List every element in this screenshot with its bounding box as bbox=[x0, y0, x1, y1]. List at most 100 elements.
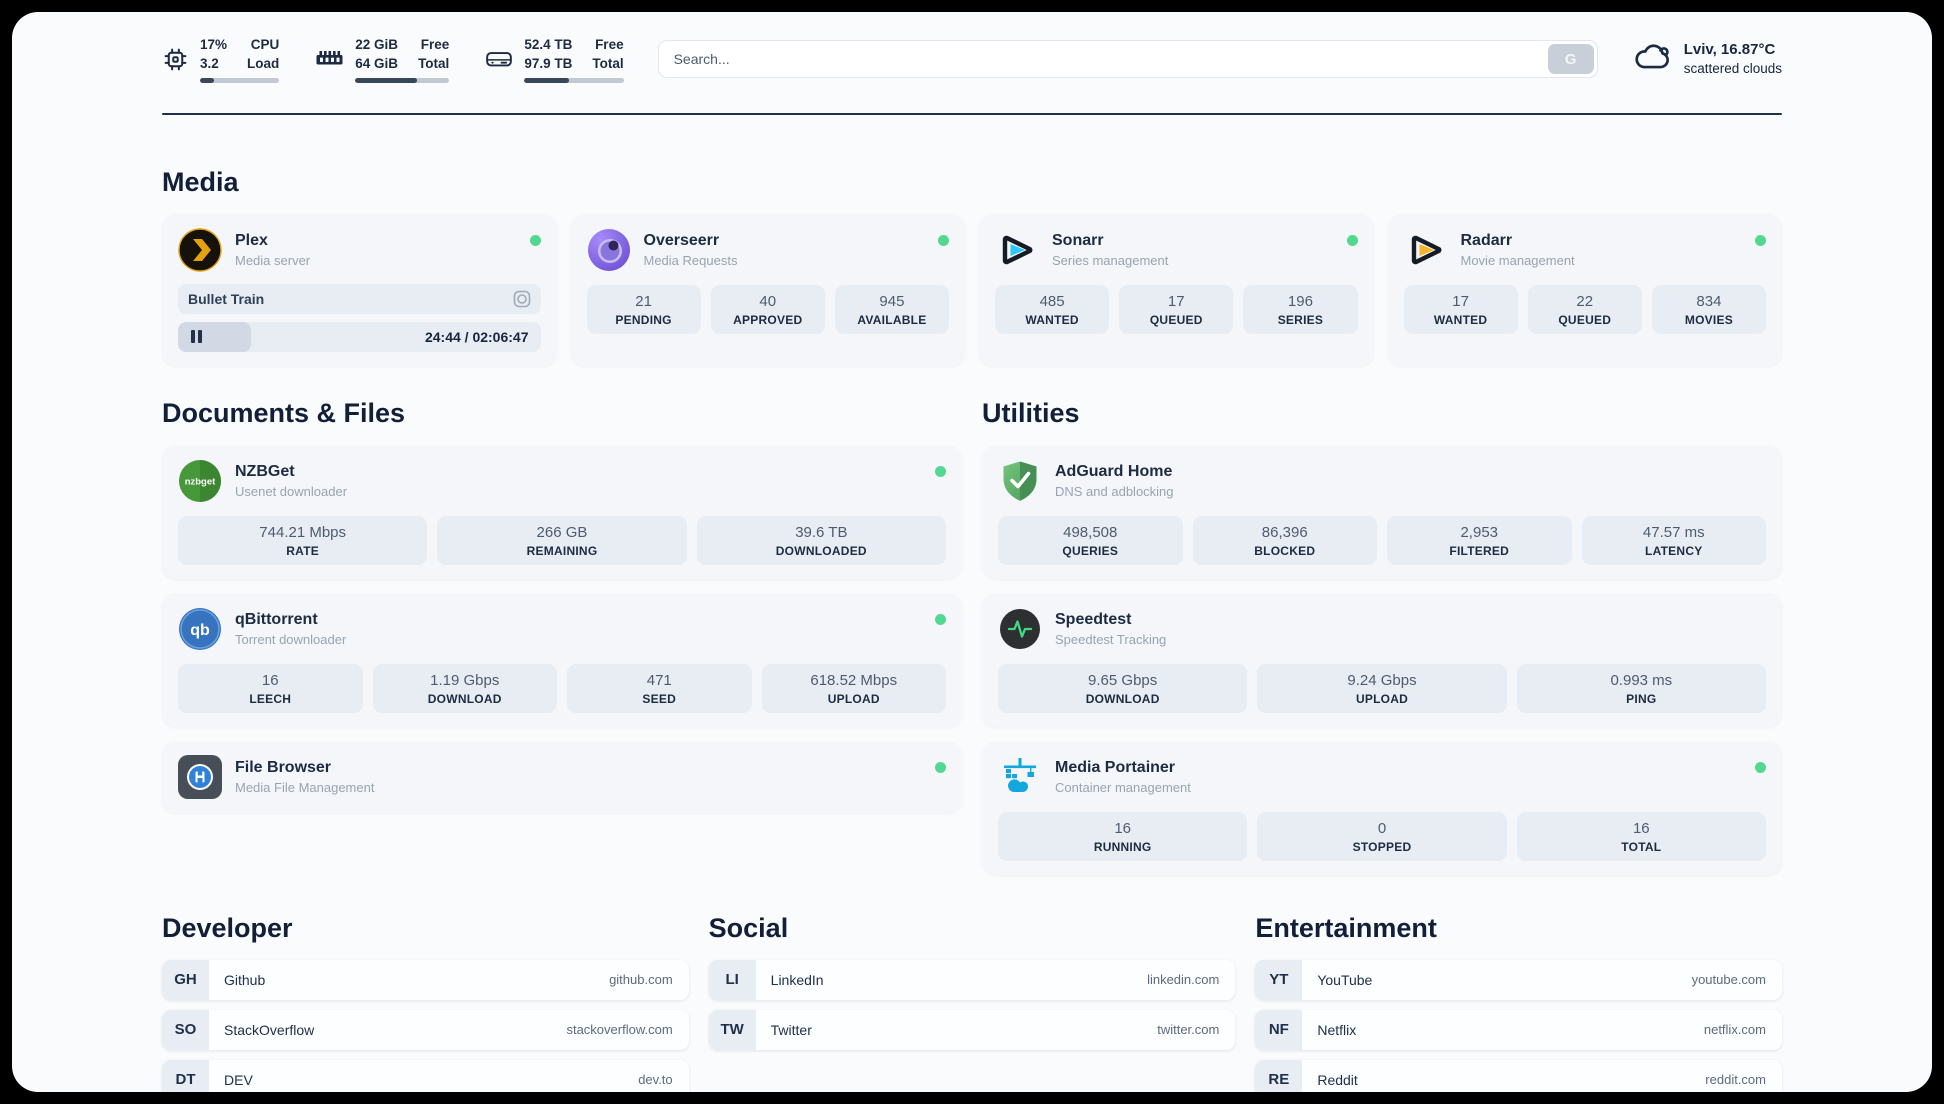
stat-pill: 196 SERIES bbox=[1243, 284, 1358, 334]
app-name: Plex bbox=[235, 231, 268, 249]
app-description: Series management bbox=[1052, 252, 1169, 268]
app-name: NZBGet bbox=[235, 462, 295, 480]
app-card-filebrowser[interactable]: File Browser Media File Management bbox=[162, 740, 962, 813]
stat-pill: 266 GB REMAINING bbox=[437, 515, 687, 565]
stat-pill: 9.65 Gbps DOWNLOAD bbox=[998, 663, 1248, 713]
stat-pill: 16 LEECH bbox=[178, 663, 363, 713]
link-reddit[interactable]: RE Reddit reddit.com bbox=[1255, 1059, 1782, 1092]
section-title-entertainment: Entertainment bbox=[1255, 912, 1437, 943]
search-engine-button[interactable]: G bbox=[1547, 44, 1594, 75]
cpu-label: CPU bbox=[250, 37, 280, 52]
app-name: qBittorrent bbox=[235, 610, 318, 628]
app-card-speedtest[interactable]: Speedtest Speedtest Tracking 9.65 Gbps D… bbox=[982, 592, 1782, 727]
stackoverflow-icon: SO bbox=[162, 1009, 209, 1050]
svg-text:nzbget: nzbget bbox=[185, 476, 216, 487]
dashboard: 17% 3.2 CPU Load bbox=[12, 12, 1932, 1092]
app-card-radarr[interactable]: Radarr Movie management 17 WANTED 22 QUE… bbox=[1387, 213, 1782, 366]
link-twitter[interactable]: TW Twitter twitter.com bbox=[708, 1009, 1236, 1050]
cpu-icon bbox=[162, 46, 189, 73]
portainer-icon bbox=[998, 755, 1042, 799]
stat-pill: 485 WANTED bbox=[995, 284, 1110, 334]
plex-icon bbox=[178, 228, 222, 272]
app-card-portainer[interactable]: Media Portainer Container management 16 … bbox=[982, 740, 1782, 875]
stat-pill: 16 TOTAL bbox=[1516, 811, 1766, 861]
app-card-plex[interactable]: Plex Media server Bullet Train bbox=[162, 213, 557, 366]
section-title-social: Social bbox=[708, 912, 789, 943]
app-card-qbittorrent[interactable]: qb qBittorrent Torrent downloader bbox=[162, 592, 962, 727]
search-input[interactable] bbox=[658, 41, 1545, 78]
cpu-stat: 17% 3.2 CPU Load bbox=[162, 36, 280, 83]
status-dot bbox=[529, 234, 541, 246]
reddit-icon: RE bbox=[1255, 1059, 1303, 1092]
status-dot bbox=[935, 761, 946, 773]
video-icon[interactable] bbox=[513, 290, 531, 308]
system-stats: 17% 3.2 CPU Load bbox=[162, 36, 624, 83]
link-github[interactable]: GH Github github.com bbox=[162, 959, 689, 1000]
disk-total-label: Total bbox=[592, 55, 624, 71]
ram-progress-bar bbox=[355, 77, 450, 83]
weather-location-temp: Lviv, 16.87°C bbox=[1683, 41, 1776, 59]
youtube-icon: YT bbox=[1255, 959, 1303, 1000]
stat-pill: 498,508 QUERIES bbox=[998, 515, 1183, 565]
stat-pill: 618.52 Mbps UPLOAD bbox=[761, 663, 946, 713]
app-card-nzbget[interactable]: nzbget NZBGet Usenet downloader 74 bbox=[162, 444, 962, 579]
dev-icon: DT bbox=[162, 1059, 209, 1092]
section-title-documents: Documents & Files bbox=[162, 397, 406, 428]
app-card-overseerr[interactable]: Overseerr Media Requests 21 PENDING 40 A… bbox=[570, 213, 965, 366]
app-name: Sonarr bbox=[1052, 231, 1104, 249]
ram-free-value: 22 GiB bbox=[355, 37, 399, 52]
app-description: Media server bbox=[235, 252, 311, 268]
app-name: Radarr bbox=[1460, 231, 1513, 249]
stat-pill: 945 AVAILABLE bbox=[834, 284, 950, 334]
link-dev[interactable]: DT DEV dev.to bbox=[162, 1059, 689, 1092]
ram-icon bbox=[315, 49, 344, 69]
search-bar: G bbox=[657, 40, 1598, 79]
stat-pill: 744.21 Mbps RATE bbox=[178, 515, 428, 565]
svg-text:qb: qb bbox=[190, 622, 210, 639]
disk-free-value: 52.4 TB bbox=[524, 37, 573, 52]
stat-pill: 22 QUEUED bbox=[1527, 284, 1642, 334]
app-card-adguard[interactable]: AdGuard Home DNS and adblocking 498,508 … bbox=[982, 444, 1782, 579]
link-stackoverflow[interactable]: SO StackOverflow stackoverflow.com bbox=[162, 1009, 689, 1050]
now-playing-row: Bullet Train bbox=[178, 283, 541, 314]
link-linkedin[interactable]: LI LinkedIn linkedin.com bbox=[708, 959, 1236, 1000]
stat-pill: 1.19 Gbps DOWNLOAD bbox=[372, 663, 557, 713]
app-name: File Browser bbox=[235, 758, 332, 776]
link-netflix[interactable]: NF Netflix netflix.com bbox=[1255, 1009, 1782, 1050]
ram-total-label: Total bbox=[418, 55, 450, 71]
app-description: Usenet downloader bbox=[235, 483, 348, 499]
app-card-sonarr[interactable]: Sonarr Series management 485 WANTED 17 Q… bbox=[979, 213, 1374, 366]
github-icon: GH bbox=[162, 959, 209, 1000]
stat-pill: 0.993 ms PING bbox=[1516, 663, 1766, 713]
status-dot bbox=[935, 613, 946, 625]
cpu-progress-bar bbox=[200, 77, 280, 83]
ram-total-value: 64 GiB bbox=[355, 55, 399, 71]
ram-free-label: Free bbox=[420, 37, 450, 52]
overseerr-icon bbox=[587, 228, 631, 272]
sonarr-icon bbox=[995, 228, 1039, 272]
status-dot bbox=[935, 465, 946, 477]
section-title-utilities: Utilities bbox=[982, 397, 1080, 428]
stat-pill: 17 QUEUED bbox=[1119, 284, 1234, 334]
filebrowser-icon bbox=[178, 754, 222, 799]
status-dot bbox=[1755, 761, 1766, 773]
link-youtube[interactable]: YT YouTube youtube.com bbox=[1255, 959, 1782, 1000]
disk-progress-bar bbox=[524, 77, 624, 83]
speedtest-icon bbox=[998, 607, 1042, 651]
stat-pill: 39.6 TB DOWNLOADED bbox=[696, 515, 946, 565]
cpu-load-value: 3.2 bbox=[200, 55, 219, 71]
app-description: Media Requests bbox=[643, 252, 738, 268]
stat-pill: 2,953 FILTERED bbox=[1387, 515, 1572, 565]
playback-time: 24:44 / 02:06:47 bbox=[424, 328, 529, 345]
app-description: Media File Management bbox=[235, 779, 375, 795]
disk-icon bbox=[485, 48, 513, 70]
stat-pill: 0 STOPPED bbox=[1257, 811, 1507, 861]
status-dot bbox=[1755, 234, 1766, 246]
stat-pill: 471 SEED bbox=[567, 663, 752, 713]
pause-icon[interactable] bbox=[191, 330, 202, 344]
status-dot bbox=[1346, 234, 1358, 246]
linkedin-icon: LI bbox=[708, 959, 756, 1000]
top-bar: 17% 3.2 CPU Load bbox=[162, 36, 1782, 83]
ram-stat: 22 GiB 64 GiB Free Total bbox=[315, 36, 450, 83]
netflix-icon: NF bbox=[1255, 1009, 1303, 1050]
